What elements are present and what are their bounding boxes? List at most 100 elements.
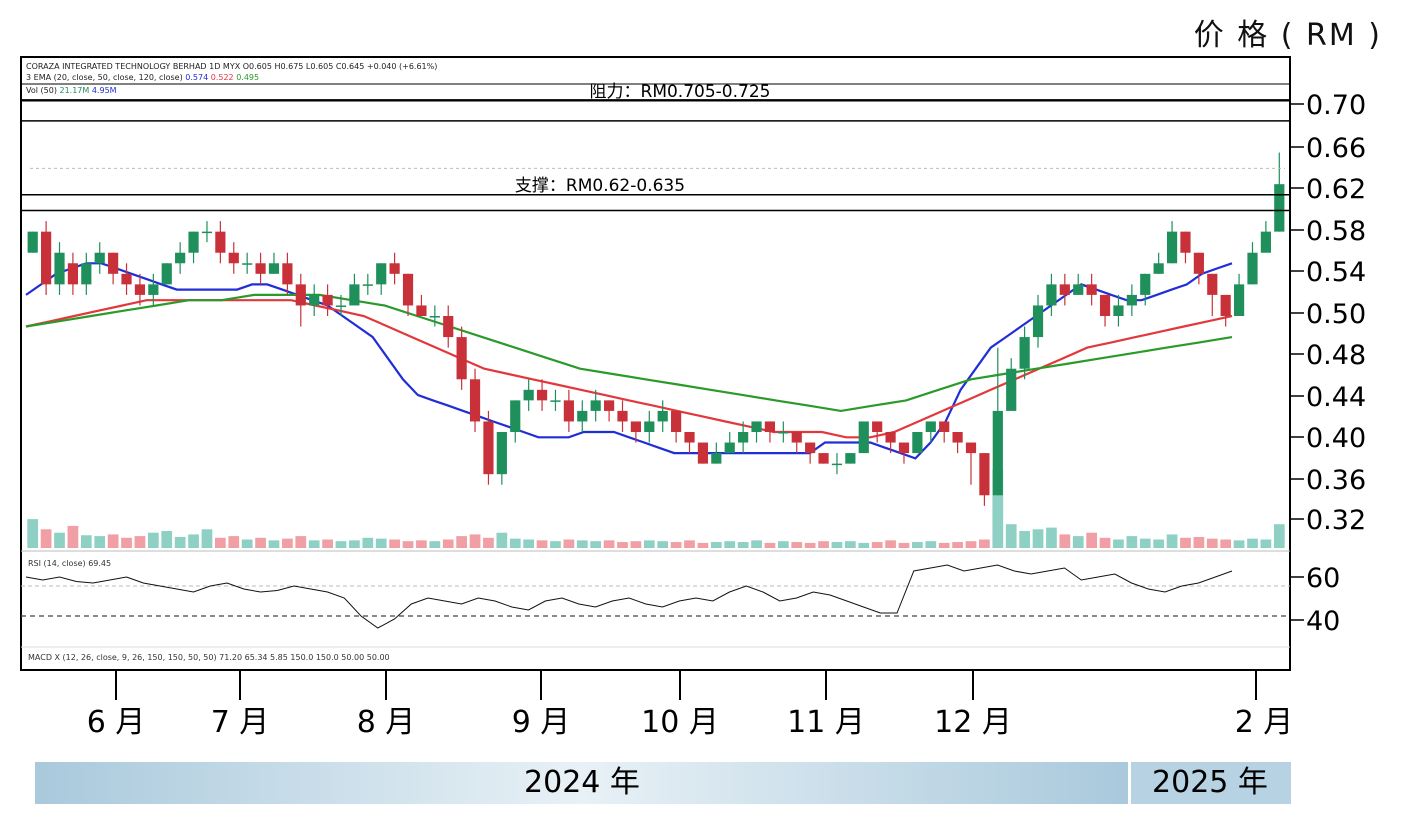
volume-bar — [885, 540, 896, 548]
candle-body — [671, 410, 682, 432]
candle-body — [255, 263, 266, 274]
candle-body — [617, 410, 628, 422]
volume-bar — [751, 540, 762, 548]
candle-body — [1059, 284, 1070, 295]
candle-body — [845, 453, 856, 464]
volume-bar — [831, 542, 843, 548]
volume-bar — [697, 542, 709, 548]
candle-body — [322, 294, 333, 306]
volume-bar — [188, 534, 199, 548]
candle-body — [1140, 273, 1151, 295]
candle-body — [778, 432, 789, 434]
volume-bar — [925, 541, 937, 548]
candle-body — [94, 252, 105, 264]
volume-bar — [630, 541, 642, 548]
volume-bar — [858, 542, 870, 548]
rsi-panel — [21, 564, 1290, 629]
candle-body — [429, 316, 440, 318]
volume-bar — [389, 539, 400, 548]
volume-bar — [979, 539, 990, 548]
volume-bar — [1247, 538, 1258, 548]
price-unit-label: 价 格 ( RM ) — [1193, 18, 1382, 53]
candle-body — [818, 453, 829, 464]
candle-body — [161, 263, 172, 285]
volume-bar — [576, 540, 588, 548]
volume-bar — [282, 538, 293, 548]
candle-body — [1207, 273, 1218, 295]
month-axis: 6 月 7 月 8 月 9 月 10 月 11 月 12 月 2 月 — [87, 670, 1294, 740]
volume-bar — [724, 541, 736, 548]
volume-bar — [40, 529, 52, 548]
candle-body — [684, 432, 695, 443]
volume-bar — [509, 538, 521, 548]
candles — [27, 152, 1285, 506]
price-tick-label: 0.62 — [1306, 174, 1366, 205]
price-tick-label: 0.32 — [1306, 505, 1366, 536]
rsi-line — [25, 564, 1233, 629]
volume-bar — [147, 532, 159, 548]
candle-body — [1166, 231, 1178, 264]
candle-body — [1006, 368, 1017, 411]
candle-body — [831, 463, 843, 466]
volume-bar — [563, 539, 575, 548]
candle-body — [416, 305, 427, 316]
year-bar — [35, 762, 1291, 804]
volume-bar — [255, 537, 266, 548]
candle-body — [496, 432, 507, 475]
price-tick-label: 0.58 — [1306, 216, 1366, 247]
candle-body — [469, 379, 481, 422]
candle-body — [268, 263, 280, 274]
candle-body — [724, 442, 735, 454]
price-tick-label: 0.54 — [1306, 257, 1366, 288]
candle-body — [925, 421, 936, 432]
volume-bar — [804, 542, 816, 548]
candle-body — [1153, 263, 1164, 274]
volume-bar — [1059, 534, 1071, 548]
candle-body — [550, 400, 561, 402]
volume-bar — [362, 537, 374, 548]
sr-zones — [21, 99, 1290, 212]
candle-body — [657, 410, 668, 422]
volume-bar — [375, 538, 387, 548]
volume-bar — [1273, 524, 1285, 548]
volume-bar — [710, 542, 722, 548]
volume-bar — [657, 541, 669, 548]
candle-body — [81, 263, 92, 285]
candle-body — [939, 421, 950, 432]
header-line2: 3 EMA (20, close, 50, close, 120, close)… — [26, 73, 259, 82]
candle-body — [228, 252, 239, 264]
candle-body — [603, 400, 615, 411]
candle-body — [389, 263, 400, 274]
volume-bar — [643, 540, 655, 548]
volume-bar — [590, 541, 602, 548]
candle-body — [1032, 305, 1044, 338]
month-label: 2 月 — [1235, 705, 1294, 740]
volume-bar — [1086, 532, 1097, 548]
candle-body — [590, 400, 601, 411]
volume-bars — [27, 469, 1285, 548]
volume-bar — [268, 540, 280, 548]
volume-bar — [94, 536, 106, 548]
candle-body — [215, 231, 226, 253]
candle-body — [1099, 294, 1111, 316]
volume-bar — [1099, 537, 1111, 548]
candle-body — [121, 273, 132, 285]
candle-body — [536, 389, 548, 401]
candle-body — [443, 316, 454, 338]
header-line1: CORAZA INTEGRATED TECHNOLOGY BERHAD 1D M… — [26, 62, 437, 71]
volume-bar — [429, 541, 441, 548]
candle-body — [1086, 284, 1097, 295]
volume-bar — [201, 529, 213, 548]
volume-bar — [684, 540, 695, 548]
volume-bar — [1166, 534, 1178, 548]
volume-bar — [27, 519, 39, 548]
candle-body — [483, 421, 494, 475]
volume-bar — [335, 541, 347, 548]
candle-body — [362, 284, 373, 286]
volume-bar — [295, 536, 307, 548]
volume-bar — [965, 541, 977, 548]
volume-bar — [308, 540, 320, 548]
year-band-2024 — [35, 762, 1128, 804]
volume-bar — [550, 541, 561, 548]
volume-bar — [215, 537, 226, 548]
